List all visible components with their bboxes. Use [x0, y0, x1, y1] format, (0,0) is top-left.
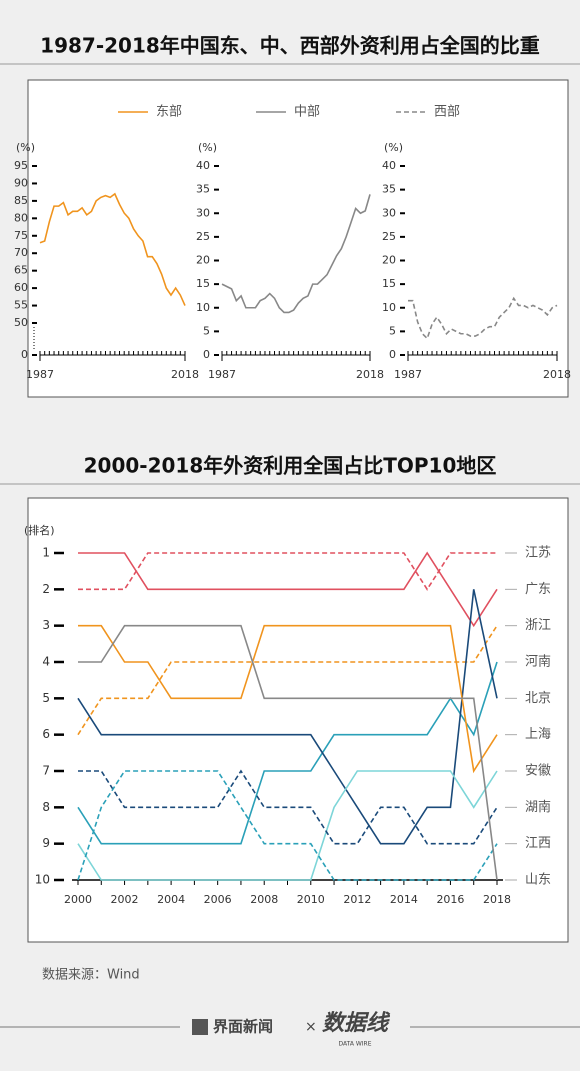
series-label: 江苏	[525, 545, 551, 561]
y-axis-label: (%)	[198, 141, 217, 154]
x-tick-label: 2010	[297, 893, 325, 906]
logo-sub: DATA WIRE	[338, 1041, 371, 1048]
series-label: 湖南	[525, 799, 551, 815]
y-tick-label: 7	[42, 764, 50, 778]
y-tick-label: 75	[14, 229, 28, 242]
y-tick-label: 25	[382, 230, 396, 243]
y-tick-label: 95	[14, 159, 28, 172]
x-tick-label: 2018	[356, 368, 384, 381]
line	[408, 296, 558, 340]
y-tick-label: 15	[196, 277, 210, 290]
y-tick-label: 4	[42, 655, 50, 669]
y-tick-label: 25	[196, 230, 210, 243]
y-tick-label: 40	[196, 159, 210, 172]
x-tick-label: 2012	[343, 893, 371, 906]
legend-label: 中部	[294, 105, 320, 120]
y-tick-label: 5	[389, 324, 396, 337]
y-tick-label: 50	[14, 316, 28, 329]
y-tick-label: 0	[203, 348, 210, 361]
series-label: 河南	[525, 654, 551, 670]
x-tick-label: 2004	[157, 893, 185, 906]
x-tick-label: 1987	[394, 368, 422, 381]
line	[77, 661, 498, 845]
y-axis-label: (%)	[384, 141, 403, 154]
x-tick-label: 2014	[390, 893, 418, 906]
times: ×	[305, 1019, 317, 1035]
x-tick-label: 2002	[111, 893, 139, 906]
y-tick-label: 0	[21, 348, 28, 361]
y-tick-label: 0	[389, 348, 396, 361]
y-axis-label: (%)	[16, 141, 35, 154]
y-tick-label: 5	[42, 691, 50, 705]
x-tick-label: 2008	[250, 893, 278, 906]
y-axis-label: (排名)	[24, 523, 55, 537]
brand: 界面新闻	[213, 1018, 273, 1036]
logo: 数据线	[322, 1011, 391, 1036]
x-tick-label: 2000	[64, 893, 92, 906]
y-tick-label: 10	[35, 873, 50, 887]
panel-box	[27, 497, 569, 943]
legend-label: 东部	[156, 105, 182, 120]
y-tick-label: 20	[196, 254, 210, 267]
line	[77, 589, 498, 845]
x-tick-label: 2018	[543, 368, 571, 381]
brand-icon	[192, 1019, 208, 1035]
line	[77, 625, 498, 736]
y-tick-label: 70	[14, 246, 28, 259]
series-label: 山东	[525, 873, 551, 888]
line	[77, 770, 498, 881]
line	[78, 551, 498, 628]
source: 数据来源：Wind	[42, 968, 140, 983]
series-label: 上海	[525, 727, 551, 742]
y-tick-label: 30	[382, 206, 396, 219]
y-tick-label: 5	[203, 324, 210, 337]
x-tick-label: 2018	[171, 368, 199, 381]
y-tick-label: 40	[382, 159, 396, 172]
series-label: 江西	[525, 836, 551, 851]
x-tick-label: 2006	[204, 893, 232, 906]
series-label: 安徽	[525, 764, 551, 779]
title: 2000-2018年外资利用全国占比TOP10地区	[84, 454, 497, 478]
title: 1987-2018年中国东、中、西部外资利用占全国的比重	[40, 34, 540, 58]
y-tick-label: 65	[14, 264, 28, 277]
series-label: 广东	[525, 582, 551, 597]
series-label: 浙江	[525, 618, 551, 633]
y-tick-label: 15	[382, 277, 396, 290]
y-tick-label: 10	[382, 301, 396, 314]
series-label: 北京	[525, 691, 551, 706]
y-tick-label: 30	[196, 206, 210, 219]
line	[78, 624, 498, 881]
line	[78, 552, 497, 591]
x-tick-label: 1987	[26, 368, 54, 381]
y-tick-label: 35	[382, 183, 396, 196]
line	[77, 770, 498, 881]
line	[78, 624, 498, 774]
y-tick-label: 90	[14, 176, 28, 189]
y-tick-label: 10	[196, 301, 210, 314]
line	[221, 194, 371, 314]
y-tick-label: 20	[382, 254, 396, 267]
y-tick-label: 6	[42, 727, 50, 741]
y-tick-label: 2	[42, 582, 50, 596]
y-tick-label: 80	[14, 211, 28, 224]
y-tick-label: 85	[14, 194, 28, 207]
line	[39, 192, 186, 306]
y-tick-label: 8	[42, 800, 50, 814]
x-tick-label: 2018	[483, 893, 511, 906]
y-tick-label: 55	[14, 299, 28, 312]
y-tick-label: 3	[42, 618, 50, 632]
x-tick-label: 1987	[208, 368, 236, 381]
y-tick-label: 60	[14, 281, 28, 294]
legend-label: 西部	[434, 105, 460, 120]
y-tick-label: 9	[42, 836, 50, 850]
x-tick-label: 2016	[436, 893, 464, 906]
panel-box	[27, 79, 569, 398]
y-tick-label: 1	[42, 546, 50, 560]
y-tick-label: 35	[196, 183, 210, 196]
line	[78, 769, 498, 845]
